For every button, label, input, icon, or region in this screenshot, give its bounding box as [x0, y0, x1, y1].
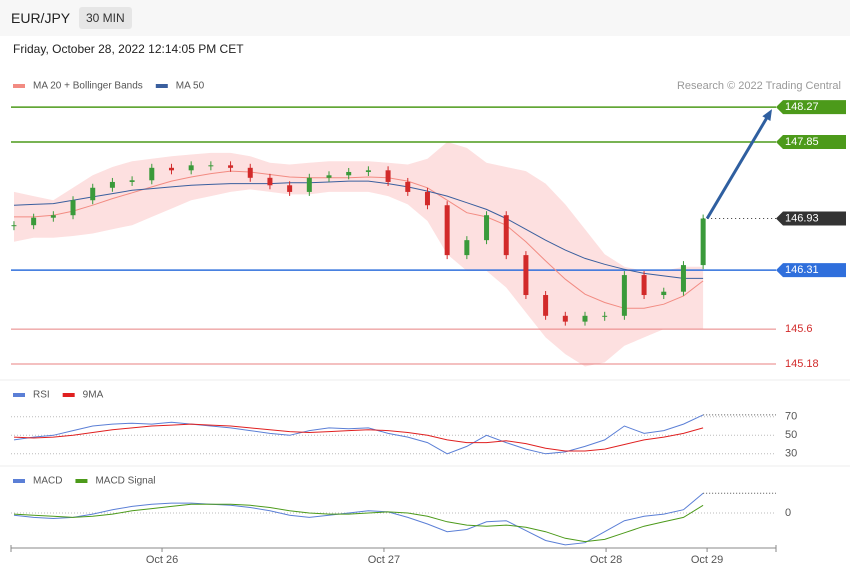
candle [267, 177, 273, 186]
x-tick-label: Oct 29 [691, 554, 723, 566]
legend-swatch [13, 479, 25, 483]
x-tick-label: Oct 28 [590, 554, 622, 566]
legend-label: MACD [33, 476, 62, 487]
legend-swatch [62, 393, 75, 397]
candle [287, 185, 293, 192]
legend-swatch [155, 84, 168, 88]
candle [346, 171, 352, 176]
timeframe[interactable]: 30 MIN [79, 7, 132, 29]
candle [228, 165, 234, 168]
candle [31, 217, 37, 226]
y-tick-label: 50 [785, 429, 797, 441]
candle [661, 291, 667, 296]
candle [424, 191, 430, 206]
candle [247, 167, 253, 178]
forecast-arrowhead [762, 109, 772, 122]
ma-line [14, 170, 704, 309]
candle [129, 180, 135, 182]
level-tag [776, 100, 846, 115]
bollinger-band [14, 142, 704, 367]
candle [70, 200, 76, 216]
candle [149, 167, 155, 181]
legend-label: 9MA [83, 390, 104, 401]
y-tick-label: 30 [785, 448, 797, 460]
candle [11, 225, 17, 227]
candle [503, 215, 509, 256]
indicator-line [13, 503, 704, 543]
indicator-line [13, 492, 704, 546]
credit: Research © 2022 Trading Central [677, 80, 841, 92]
candle [188, 165, 194, 171]
legend-swatch [13, 84, 25, 88]
header [0, 0, 850, 36]
ma-line [13, 180, 704, 279]
candle [365, 170, 371, 172]
level-label: 148.27 [785, 101, 819, 113]
forecast-arrow [705, 113, 771, 220]
level-label: 146.31 [785, 264, 819, 276]
candle [464, 240, 470, 256]
legend-swatch [13, 393, 25, 397]
candle [208, 165, 214, 167]
x-tick-label: Oct 27 [368, 554, 400, 566]
legend-label: MA 20 + Bollinger Bands [33, 81, 143, 92]
candle [306, 177, 312, 192]
y-tick-label: 0 [785, 507, 791, 519]
candle [90, 187, 96, 201]
indicator-line [13, 423, 704, 452]
y-tick-label: 70 [785, 411, 797, 423]
candle [621, 275, 627, 316]
candle [168, 167, 174, 171]
candle [385, 170, 391, 182]
level-tag [776, 263, 846, 278]
candle [50, 215, 56, 218]
legend-label: MACD Signal [95, 476, 155, 487]
candle [602, 315, 608, 317]
candle [641, 275, 647, 296]
candle [109, 181, 115, 188]
candle [543, 295, 549, 316]
level-tag [776, 211, 846, 226]
level-tag [776, 135, 846, 150]
candle [680, 265, 686, 292]
datetime: Friday, October 28, 2022 12:14:05 PM CET [13, 42, 244, 56]
candle [700, 218, 706, 266]
candle [523, 255, 529, 296]
candle [405, 181, 411, 192]
x-tick-label: Oct 26 [146, 554, 178, 566]
candle [484, 215, 490, 241]
candle [326, 175, 332, 178]
legend-label: MA 50 [176, 81, 205, 92]
level-label: 146.93 [785, 212, 819, 224]
candle [582, 315, 588, 322]
symbol: EUR/JPY [11, 10, 71, 26]
level-label: 145.18 [785, 358, 819, 370]
level-label: 145.6 [785, 323, 813, 335]
indicator-line [13, 414, 704, 455]
candle [444, 205, 450, 256]
legend-label: RSI [33, 390, 50, 401]
candle [562, 315, 568, 322]
legend-swatch [75, 479, 88, 483]
level-label: 147.85 [785, 136, 819, 148]
